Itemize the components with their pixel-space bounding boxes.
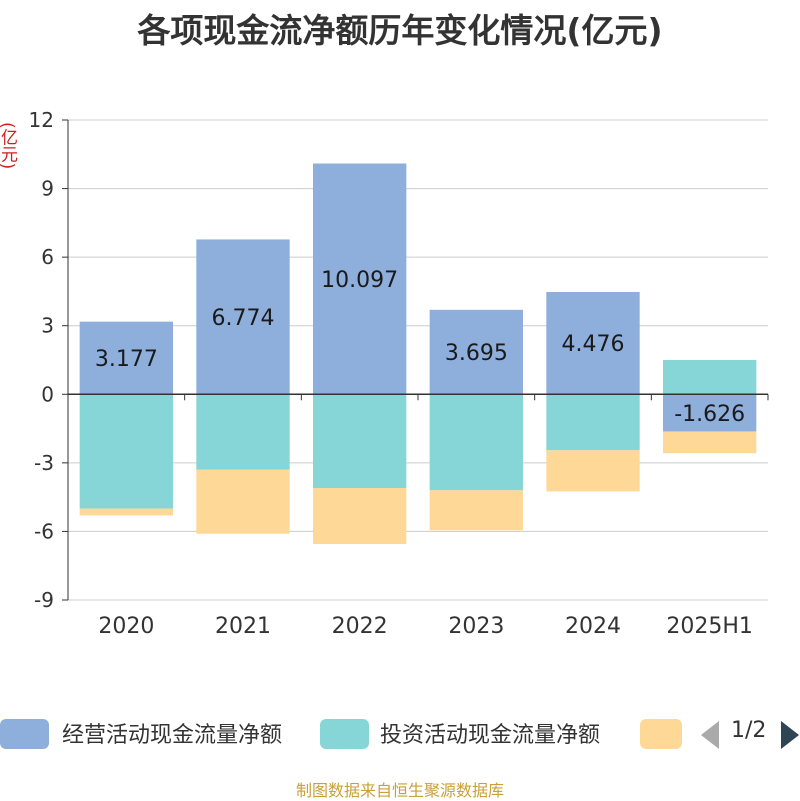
y-tick-label: 9 (41, 177, 54, 201)
legend-next-page-button[interactable] (781, 721, 799, 749)
bar-segment-series-3 (663, 431, 757, 454)
y-tick-label: 6 (41, 245, 54, 269)
legend-item-operating[interactable]: 经营活动现金流量净额 (0, 714, 310, 754)
bar-segment-series-3 (79, 508, 173, 516)
bar-segment-series-2 (196, 394, 290, 470)
bar-segment-series-2 (546, 394, 640, 451)
legend: 经营活动现金流量净额 投资活动现金流量净额 (0, 714, 800, 754)
bar-segment-series-1 (196, 239, 290, 395)
bar-segment-series-1 (546, 291, 640, 395)
source-footer: 制图数据来自恒生聚源数据库 (295, 781, 504, 800)
bar-value-label: 3.695 (445, 341, 508, 366)
y-tick-label: -6 (34, 519, 54, 543)
bar-segment-series-3 (546, 450, 640, 492)
x-tick-label: 2022 (332, 614, 388, 639)
legend-item-third[interactable] (640, 714, 685, 754)
x-tick-label: 2025H1 (666, 614, 753, 639)
bar-segment-series-2 (313, 394, 407, 488)
legend-label-operating: 经营活动现金流量净额 (62, 723, 283, 748)
legend-label-investing: 投资活动现金流量净额 (380, 723, 601, 748)
y-tick-label: -9 (34, 588, 54, 612)
bar-value-label: 6.774 (212, 306, 275, 331)
legend-swatch-operating (0, 719, 49, 749)
y-tick-label: 12 (29, 108, 54, 132)
x-tick-label: 2023 (448, 614, 504, 639)
bar-value-label: -1.626 (674, 402, 745, 427)
bar-value-label: 3.177 (95, 347, 158, 372)
bar-value-label: 4.476 (562, 332, 625, 357)
chart-title: 各项现金流净额历年变化情况(亿元) (137, 11, 663, 50)
bar-value-label: 10.097 (321, 268, 398, 293)
legend-swatch-third (640, 719, 682, 749)
bar-segment-series-1 (663, 394, 757, 432)
legend-prev-page-button[interactable] (701, 721, 719, 749)
legend-item-investing[interactable]: 投资活动现金流量净额 (320, 714, 635, 754)
bar-segment-series-3 (429, 490, 523, 531)
bar-segment-series-2 (79, 394, 173, 509)
bar-segment-series-2 (429, 394, 523, 491)
bar-segment-series-1 (429, 309, 523, 395)
bar-segment-series-3 (196, 469, 290, 534)
y-tick-label: 0 (41, 382, 54, 406)
legend-page-indicator: 1/2 (731, 718, 767, 743)
legend-swatch-investing (320, 719, 369, 749)
x-tick-label: 2020 (98, 614, 154, 639)
x-tick-label: 2024 (565, 614, 621, 639)
bar-segment-series-1 (313, 163, 407, 395)
y-axis-unit-label: (亿元) (0, 122, 17, 170)
x-tick-label: 2021 (215, 614, 271, 639)
y-tick-label: -3 (34, 451, 54, 475)
bar-segment-series-3 (313, 488, 407, 544)
bar-segment-series-1 (79, 321, 173, 395)
y-tick-label: 3 (41, 314, 54, 338)
bar-segment-series-2 (663, 360, 757, 395)
